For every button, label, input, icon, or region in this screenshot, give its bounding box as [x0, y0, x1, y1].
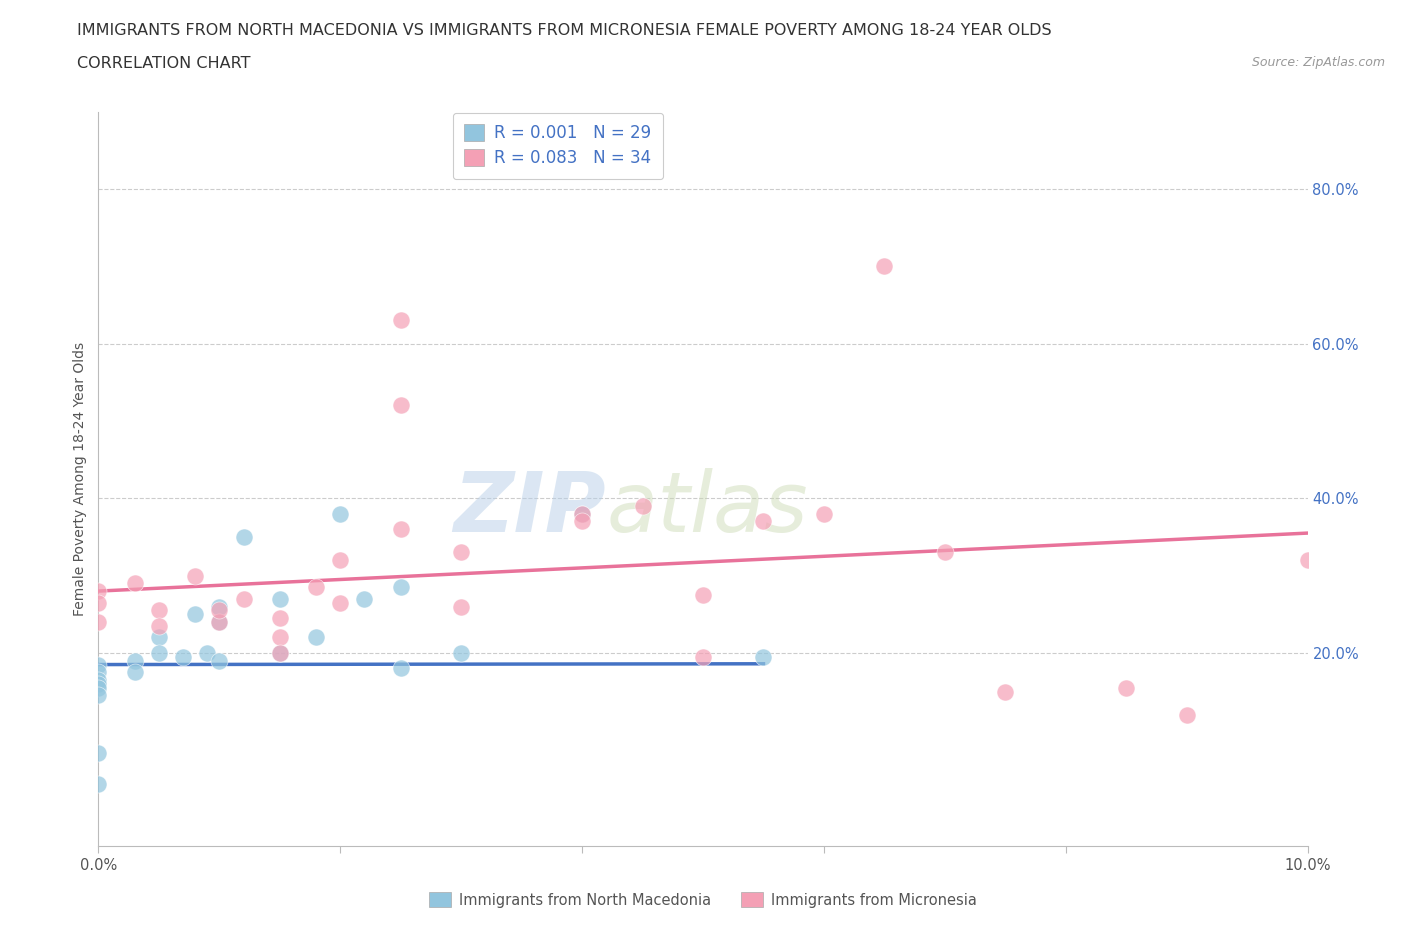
Point	[1175, 708, 1198, 723]
Legend: Immigrants from North Macedonia, Immigrants from Micronesia: Immigrants from North Macedonia, Immigra…	[423, 886, 983, 913]
Point	[87, 584, 110, 599]
Point	[305, 579, 328, 594]
Point	[148, 618, 170, 633]
Point	[87, 688, 110, 703]
Point	[269, 645, 291, 660]
Point	[172, 649, 194, 664]
Text: CORRELATION CHART: CORRELATION CHART	[77, 56, 250, 71]
Point	[269, 630, 291, 644]
Point	[571, 506, 593, 521]
Point	[631, 498, 654, 513]
Point	[571, 506, 593, 521]
Point	[389, 661, 412, 676]
Point	[450, 645, 472, 660]
Text: atlas: atlas	[606, 468, 808, 549]
Point	[87, 676, 110, 691]
Point	[813, 506, 835, 521]
Point	[269, 591, 291, 606]
Point	[269, 611, 291, 626]
Point	[389, 398, 412, 413]
Point	[232, 591, 254, 606]
Point	[389, 522, 412, 537]
Point	[389, 313, 412, 328]
Point	[1115, 681, 1137, 696]
Point	[124, 653, 146, 668]
Point	[232, 529, 254, 544]
Point	[571, 514, 593, 529]
Point	[208, 615, 231, 630]
Point	[752, 649, 775, 664]
Point	[148, 603, 170, 618]
Point	[450, 599, 472, 614]
Point	[184, 568, 207, 583]
Point	[934, 545, 956, 560]
Point	[87, 658, 110, 672]
Point	[692, 649, 714, 664]
Point	[208, 653, 231, 668]
Point	[994, 684, 1017, 699]
Point	[450, 545, 472, 560]
Text: ZIP: ZIP	[454, 468, 606, 549]
Point	[353, 591, 375, 606]
Text: Source: ZipAtlas.com: Source: ZipAtlas.com	[1251, 56, 1385, 69]
Point	[208, 615, 231, 630]
Point	[305, 630, 328, 644]
Point	[124, 576, 146, 591]
Point	[148, 645, 170, 660]
Point	[329, 506, 352, 521]
Point	[184, 607, 207, 622]
Text: IMMIGRANTS FROM NORTH MACEDONIA VS IMMIGRANTS FROM MICRONESIA FEMALE POVERTY AMO: IMMIGRANTS FROM NORTH MACEDONIA VS IMMIG…	[77, 23, 1052, 38]
Point	[208, 603, 231, 618]
Point	[195, 645, 218, 660]
Point	[124, 665, 146, 680]
Point	[87, 746, 110, 761]
Point	[389, 579, 412, 594]
Point	[329, 552, 352, 567]
Point	[87, 665, 110, 680]
Point	[329, 595, 352, 610]
Point	[87, 615, 110, 630]
Legend: R = 0.001   N = 29, R = 0.083   N = 34: R = 0.001 N = 29, R = 0.083 N = 34	[453, 113, 664, 179]
Point	[692, 588, 714, 603]
Point	[87, 595, 110, 610]
Point	[752, 514, 775, 529]
Point	[87, 777, 110, 791]
Point	[873, 259, 896, 273]
Point	[269, 645, 291, 660]
Y-axis label: Female Poverty Among 18-24 Year Olds: Female Poverty Among 18-24 Year Olds	[73, 342, 87, 616]
Point	[87, 681, 110, 696]
Point	[87, 672, 110, 687]
Point	[148, 630, 170, 644]
Point	[208, 599, 231, 614]
Point	[1296, 552, 1319, 567]
